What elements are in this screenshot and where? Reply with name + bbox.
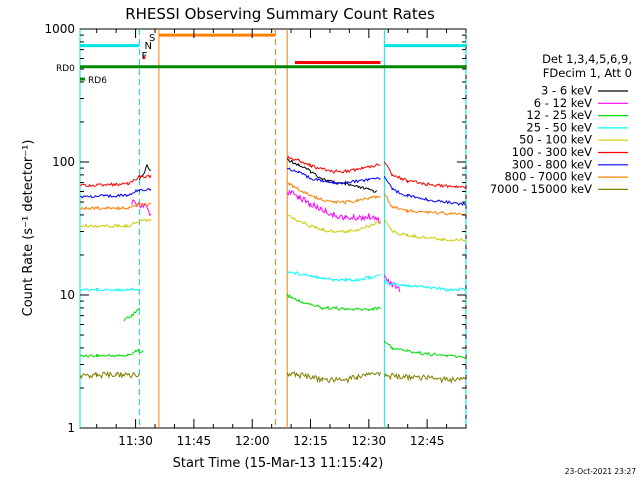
series-line [286, 155, 381, 175]
series-line [286, 158, 377, 193]
legend-header-line2: FDecim 1, Att 0 [543, 66, 632, 80]
series-line [286, 182, 381, 205]
series-line [287, 167, 381, 185]
vertical-markers [79, 29, 467, 428]
series-line [384, 274, 401, 293]
legend-label: 50 - 100 keV [519, 133, 592, 147]
x-tick-label: 11:30 [118, 434, 153, 448]
y-axis: 1 10 100 1000 [44, 22, 466, 435]
series-line [123, 307, 140, 322]
legend-label: 100 - 300 keV [512, 145, 592, 159]
x-tick-label: 12:00 [235, 434, 270, 448]
x-tick-label: 12:30 [352, 434, 387, 448]
flag-marker-label: N [145, 41, 152, 52]
series-line [286, 214, 381, 234]
series-line [383, 340, 467, 359]
observing-flags: RD0 RD6 SNF [56, 33, 466, 86]
series-line [79, 174, 152, 188]
y-tick-label: 1000 [44, 22, 75, 36]
legend-header-line1: Det 1,3,4,5,6,9, [542, 52, 632, 66]
flag-marker-label: F [141, 51, 147, 62]
legend-label: 12 - 25 keV [526, 108, 592, 122]
series-line [286, 293, 381, 312]
series-line [383, 218, 467, 242]
x-tick-label: 11:45 [177, 434, 212, 448]
chart-title: RHESSI Observing Summary Count Rates [125, 5, 435, 23]
series-line [79, 218, 152, 229]
x-tick-label: 12:15 [293, 434, 328, 448]
flag-marker-label: S [149, 33, 155, 44]
x-tick-label: 12:45 [410, 434, 445, 448]
plot-frame [79, 28, 467, 429]
series-line [79, 348, 144, 358]
series-line [79, 370, 140, 380]
footer-date: 23-Oct-2021 23:27 [565, 467, 636, 476]
y-tick-label: 100 [52, 155, 75, 169]
series-line [383, 161, 467, 190]
flag-label: RD6 [88, 76, 107, 86]
y-tick-label: 1 [67, 421, 75, 435]
legend-label: 3 - 6 keV [541, 84, 592, 98]
legend-label: 7000 - 15000 keV [490, 182, 592, 196]
x-axis-label: Start Time (15-Mar-13 11:15:42) [173, 456, 384, 471]
series-line [79, 202, 152, 211]
series-line [79, 287, 140, 293]
legend-label: 6 - 12 keV [534, 96, 592, 110]
legend-label: 300 - 800 keV [512, 157, 592, 171]
series-line [286, 189, 381, 225]
series-line [286, 370, 381, 384]
series-line [131, 199, 152, 217]
series-lines [79, 155, 467, 385]
series-line [383, 176, 467, 207]
series-line [383, 193, 467, 217]
series-line [286, 271, 381, 282]
plot-area [79, 28, 467, 429]
flag-label: RD0 [56, 64, 75, 74]
legend-label: 25 - 50 keV [526, 120, 592, 134]
legend-label: 800 - 7000 keV [504, 170, 592, 184]
legend: Det 1,3,4,5,6,9, FDecim 1, Att 0 3 - 6 k… [490, 52, 632, 196]
series-line [383, 372, 467, 385]
series-line [383, 280, 467, 293]
series-line [80, 188, 152, 199]
x-axis: 11:30 11:45 12:00 12:15 12:30 12:45 [96, 29, 467, 448]
y-axis-label: Count Rate (s⁻¹ detector⁻¹) [21, 140, 36, 317]
y-tick-label: 10 [60, 288, 75, 302]
